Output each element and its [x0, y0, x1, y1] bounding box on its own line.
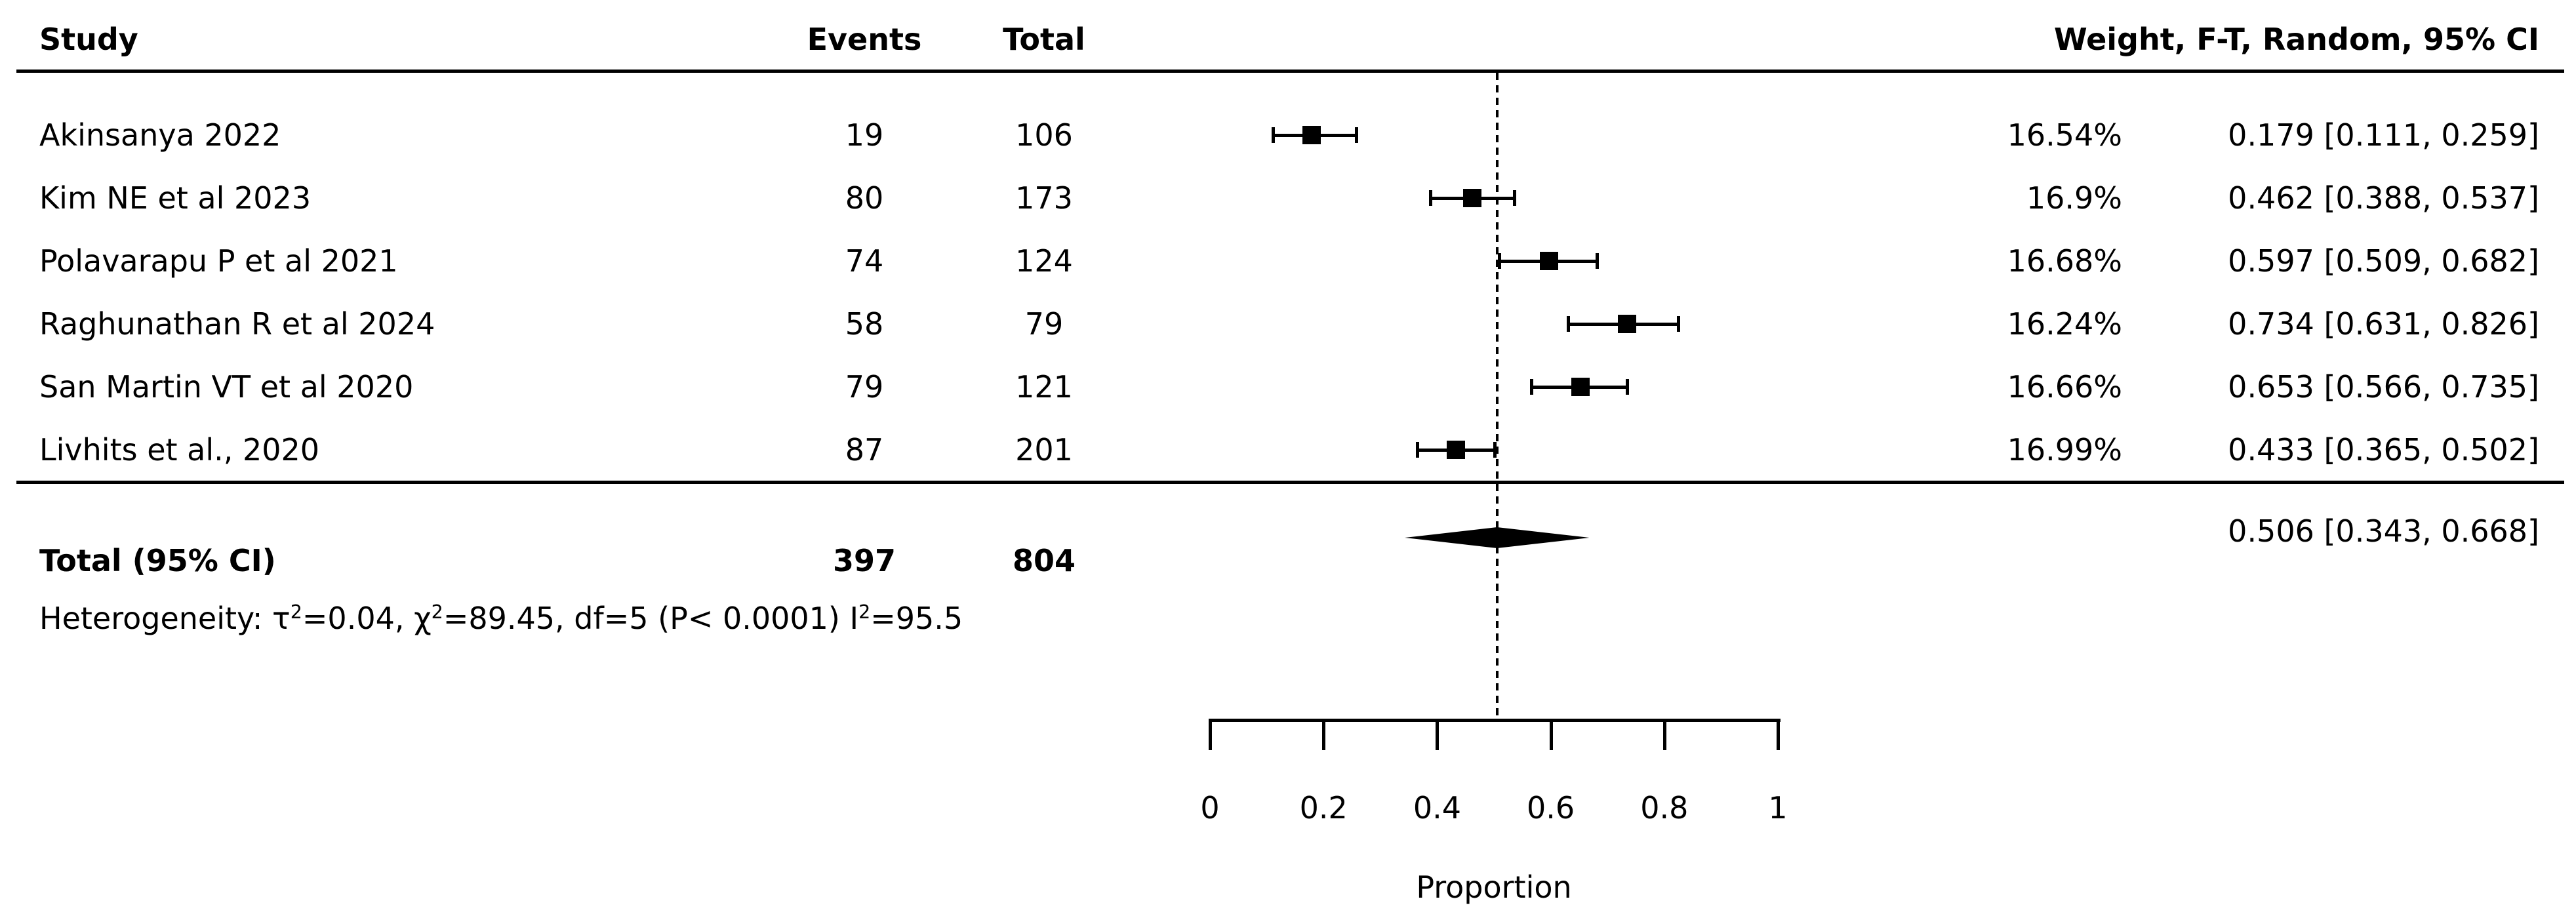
point-estimate-marker	[1446, 441, 1465, 459]
het-segment: =95.5	[870, 601, 963, 636]
events-value: 19	[845, 117, 884, 153]
ci-cap-low	[1567, 316, 1571, 332]
ci-value: 0.179 [0.111, 0.259]	[2228, 117, 2539, 153]
study-label: Akinsanya 2022	[39, 117, 281, 153]
total-label: Total (95% CI)	[39, 543, 276, 578]
het-segment: Heterogeneity: τ	[39, 601, 291, 636]
total-value: 124	[1015, 243, 1073, 279]
x-axis-tick-label: 0.2	[1299, 790, 1348, 826]
x-axis-tick	[1436, 721, 1439, 750]
weight-value: 16.66%	[2007, 369, 2122, 405]
events-value: 79	[845, 369, 884, 405]
x-axis-tick	[1549, 721, 1553, 750]
weight-value: 16.54%	[2007, 117, 2122, 153]
het-superscript: 2	[431, 601, 443, 624]
column-header-weight-ci: Weight, F-T, Random, 95% CI	[2053, 22, 2539, 57]
point-estimate-marker	[1617, 315, 1636, 333]
ci-cap-low	[1530, 379, 1534, 395]
ci-value: 0.653 [0.566, 0.735]	[2228, 369, 2539, 405]
total-value: 79	[1024, 306, 1064, 342]
ci-cap-high	[1493, 442, 1497, 458]
total-value: 121	[1015, 369, 1073, 405]
pooled-ci-value: 0.506 [0.343, 0.668]	[2228, 513, 2539, 549]
x-axis-line	[1209, 719, 1781, 722]
ci-value: 0.734 [0.631, 0.826]	[2228, 306, 2539, 342]
x-axis-title: Proportion	[1416, 869, 1572, 905]
total-value: 106	[1015, 117, 1073, 153]
weight-value: 16.68%	[2007, 243, 2122, 279]
ci-value: 0.462 [0.388, 0.537]	[2228, 180, 2539, 216]
ci-cap-high	[1625, 379, 1629, 395]
x-axis-tick	[1662, 721, 1666, 750]
ci-cap-high	[1355, 127, 1359, 143]
point-estimate-marker	[1302, 126, 1321, 144]
x-axis-tick	[1209, 721, 1212, 750]
total-value: 173	[1015, 180, 1073, 216]
weight-value: 16.99%	[2007, 432, 2122, 468]
total-events-value: 397	[832, 543, 896, 578]
summary-divider-rule	[16, 481, 2564, 484]
ci-value: 0.433 [0.365, 0.502]	[2228, 432, 2539, 468]
study-label: Raghunathan R et al 2024	[39, 306, 435, 342]
x-axis-tick-label: 0.4	[1413, 790, 1461, 826]
het-superscript: 2	[290, 601, 302, 624]
events-value: 58	[845, 306, 884, 342]
events-value: 87	[845, 432, 884, 468]
header-divider-rule	[16, 70, 2564, 73]
x-axis-tick-label: 0.8	[1640, 790, 1689, 826]
reference-line	[1496, 73, 1499, 719]
weight-value: 16.9%	[2026, 180, 2122, 216]
events-value: 80	[845, 180, 884, 216]
total-value: 201	[1015, 432, 1073, 468]
ci-cap-high	[1513, 190, 1517, 206]
point-estimate-marker	[1540, 252, 1558, 270]
point-estimate-marker	[1463, 189, 1482, 207]
x-axis-tick	[1322, 721, 1326, 750]
study-label: Livhits et al., 2020	[39, 432, 320, 468]
point-estimate-marker	[1571, 378, 1590, 396]
study-label: Polavarapu P et al 2021	[39, 243, 398, 279]
column-header-study: Study	[39, 22, 138, 57]
x-axis-tick	[1777, 721, 1780, 750]
total-total-value: 804	[1012, 543, 1076, 578]
weight-value: 16.24%	[2007, 306, 2122, 342]
events-value: 74	[845, 243, 884, 279]
x-axis-tick-label: 0.6	[1527, 790, 1575, 826]
x-axis-tick-label: 0	[1200, 790, 1220, 826]
het-superscript: 2	[858, 601, 871, 624]
x-axis-tick-label: 1	[1768, 790, 1788, 826]
study-label: Kim NE et al 2023	[39, 180, 312, 216]
ci-cap-high	[1595, 253, 1599, 269]
het-segment: =89.45, df=5 (P< 0.0001) I	[443, 601, 859, 636]
column-header-total: Total	[1003, 22, 1085, 57]
ci-cap-low	[1497, 253, 1501, 269]
ci-cap-high	[1677, 316, 1681, 332]
ci-cap-low	[1429, 190, 1432, 206]
het-segment: =0.04, χ	[302, 601, 432, 636]
ci-value: 0.597 [0.509, 0.682]	[2228, 243, 2539, 279]
heterogeneity-text: Heterogeneity: τ2=0.04, χ2=89.45, df=5 (…	[39, 601, 963, 636]
pooled-diamond	[1405, 527, 1590, 548]
column-header-events: Events	[807, 22, 922, 57]
study-label: San Martin VT et al 2020	[39, 369, 414, 405]
ci-cap-low	[1416, 442, 1420, 458]
ci-cap-low	[1272, 127, 1276, 143]
